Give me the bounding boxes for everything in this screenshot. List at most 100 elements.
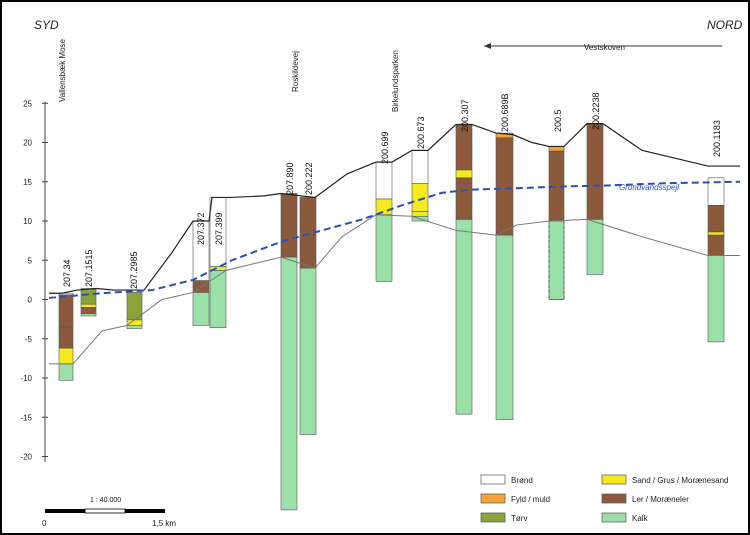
layer-sand — [375, 198, 393, 216]
layer-kalk — [58, 363, 74, 381]
legend-item: Tørv — [480, 512, 527, 523]
layer-kalk — [299, 267, 317, 435]
terrain-line — [49, 123, 740, 294]
place-label-birkelundsparken: Birkelundsparken — [391, 50, 400, 112]
legend-label: Brønd — [511, 476, 533, 485]
legend-label: Sand / Grus / Morænesand — [632, 476, 729, 485]
borehole-column — [586, 123, 604, 275]
legend-label: Kalk — [632, 514, 649, 523]
legend-label: Fyld / muld — [511, 495, 550, 504]
borehole-label: 207.1515 — [84, 249, 94, 287]
scale-bar: 1 : 40.000 0 1,5 km — [42, 497, 176, 528]
borehole-column — [455, 124, 473, 415]
borehole-label: 207.399 — [214, 212, 224, 245]
layer-sand — [455, 169, 473, 179]
borehole-label: 200.1183 — [712, 120, 722, 157]
limestone-surface-line — [49, 214, 740, 365]
scale-end: 1,5 km — [152, 519, 176, 528]
layer-kalk — [280, 256, 298, 511]
borehole-column — [495, 132, 514, 420]
y-tick-label: -5 — [25, 335, 33, 344]
y-axis: 25 20 15 10 5 0 -5 -10 -15 -20 — [20, 99, 48, 462]
borehole-column — [707, 177, 725, 343]
legend-swatch — [601, 512, 627, 523]
layer-sand — [126, 319, 143, 326]
scale-segment-1 — [45, 509, 85, 513]
borehole-label: 207.372 — [196, 212, 206, 245]
layer-ler — [495, 137, 514, 236]
borehole-column — [548, 146, 565, 300]
layer-kalk — [707, 255, 725, 343]
layer-kalk — [80, 313, 97, 317]
place-label-vallensbaek: Vallensbæk Mose — [58, 38, 67, 102]
borehole-column — [209, 197, 227, 329]
borehole-labels: 207.34 207.1515 207.2985 207.372 207.399 207.… — [62, 92, 722, 289]
borehole-column — [58, 292, 74, 381]
layer-kalk — [375, 214, 393, 282]
area-label: Vestskoven — [584, 43, 625, 52]
layer-sand — [411, 183, 429, 212]
legend-swatch — [480, 512, 506, 523]
layer-sand — [58, 347, 74, 365]
layer-sand — [80, 303, 97, 308]
legend-item: Ler / Moræneler — [601, 493, 689, 504]
y-tick-label: 20 — [23, 139, 32, 148]
y-tick-label: 10 — [23, 217, 32, 226]
vestskoven-extent: Vestskoven — [484, 43, 722, 52]
borehole-column — [375, 161, 393, 282]
groundwater-label: Grundvandsspejl — [619, 183, 679, 192]
layer-ler — [58, 326, 74, 349]
groundwater-line — [48, 180, 741, 299]
layer-sand — [707, 231, 725, 236]
south-label: SYD — [34, 18, 59, 32]
y-tick-label: 15 — [23, 178, 32, 187]
layer-ler — [80, 307, 97, 314]
extent-arrow-icon — [484, 43, 491, 49]
scale-ratio: 1 : 40.000 — [90, 497, 121, 504]
layer-kalk — [495, 234, 514, 420]
y-tick-label: -20 — [20, 453, 32, 462]
borehole-columns — [58, 123, 725, 511]
layer-kalk — [126, 325, 143, 329]
layer-kalk — [586, 219, 604, 275]
legend-swatch — [601, 474, 627, 485]
legend-item: Kalk — [601, 512, 649, 523]
layer-sand — [411, 211, 429, 217]
layer-ler — [707, 205, 725, 233]
borehole-column — [299, 197, 317, 435]
layer-ler — [58, 294, 74, 328]
north-label: NORD — [707, 18, 743, 32]
borehole-label: 207.34 — [62, 259, 72, 287]
layer-ler — [280, 193, 298, 258]
layer-ler — [707, 234, 725, 256]
y-tick-label: 0 — [28, 296, 33, 305]
layer-ler — [455, 177, 473, 220]
borehole-label: 200.5 — [553, 109, 563, 132]
layer-kalk — [548, 220, 565, 300]
legend-item: Sand / Grus / Morænesand — [601, 474, 729, 485]
layer-kalk — [209, 270, 227, 329]
scale-start: 0 — [42, 519, 47, 528]
borehole-label: 200.699 — [380, 131, 390, 164]
legend-item: Fyld / muld — [480, 493, 550, 504]
y-tick-label: -10 — [20, 374, 32, 383]
borehole-label: 207.890 — [285, 162, 295, 195]
borehole-column — [80, 288, 97, 317]
layer-kalk — [455, 219, 473, 415]
borehole-label: 200.673 — [416, 116, 426, 149]
borehole-label: 200.307 — [460, 99, 470, 132]
layer-brond — [375, 161, 393, 200]
y-tick-label: 5 — [28, 256, 33, 265]
layer-brond — [411, 150, 429, 184]
layer-ler — [586, 123, 604, 220]
legend-label: Ler / Moræneler — [632, 495, 689, 504]
borehole-label: 200.2238 — [591, 92, 601, 130]
y-tick-label: -15 — [20, 413, 32, 422]
layer-torv — [80, 288, 97, 305]
legend-swatch — [480, 493, 506, 504]
layer-kalk — [192, 292, 210, 326]
legend-swatch — [480, 474, 506, 485]
borehole-label: 200.222 — [304, 162, 314, 195]
profile-lines — [48, 123, 741, 365]
